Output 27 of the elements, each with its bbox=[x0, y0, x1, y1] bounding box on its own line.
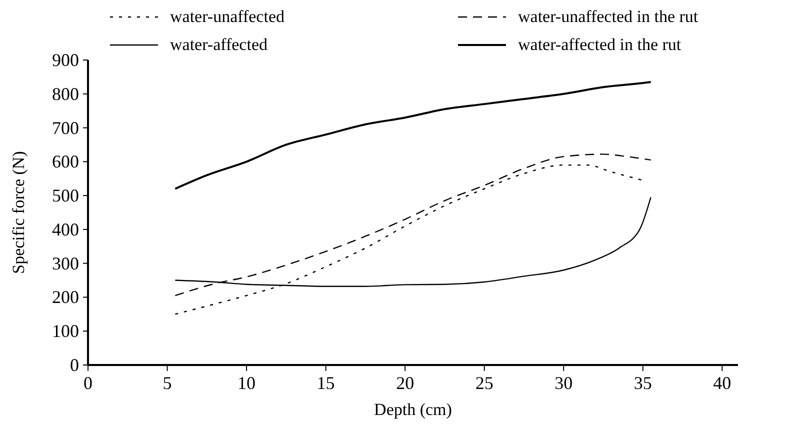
y-axis-title: Specific force (N) bbox=[9, 151, 28, 274]
x-tick-label: 10 bbox=[238, 373, 256, 393]
y-tick-label: 300 bbox=[52, 253, 79, 274]
y-tick-label: 900 bbox=[52, 50, 79, 70]
x-tick-label: 30 bbox=[554, 373, 573, 393]
y-tick-label: 500 bbox=[52, 186, 79, 206]
legend-label: water-unaffected in the rut bbox=[518, 7, 698, 26]
legend-label: water-affected bbox=[170, 35, 268, 54]
y-tick-label: 100 bbox=[52, 321, 79, 342]
x-tick-label: 0 bbox=[84, 373, 92, 393]
x-tick-label: 40 bbox=[713, 373, 732, 393]
x-tick-label: 5 bbox=[162, 373, 172, 393]
y-tick-label: 400 bbox=[52, 219, 79, 240]
legend-label: water-unaffected bbox=[170, 7, 285, 26]
line-series bbox=[174, 81, 652, 190]
x-tick-label: 35 bbox=[634, 373, 652, 393]
y-tick-label: 700 bbox=[52, 118, 79, 138]
y-tick-label: 0 bbox=[70, 355, 79, 375]
line-series bbox=[174, 154, 652, 296]
y-tick-label: 600 bbox=[52, 152, 79, 172]
x-tick-label: 25 bbox=[475, 373, 494, 393]
y-tick-label: 200 bbox=[52, 287, 79, 308]
legend-label: water-affected in the rut bbox=[518, 35, 682, 54]
x-tick-label: 15 bbox=[316, 373, 335, 393]
y-tick-label: 800 bbox=[52, 84, 79, 104]
x-axis-title: Depth (cm) bbox=[374, 400, 452, 419]
x-tick-label: 20 bbox=[396, 373, 414, 393]
